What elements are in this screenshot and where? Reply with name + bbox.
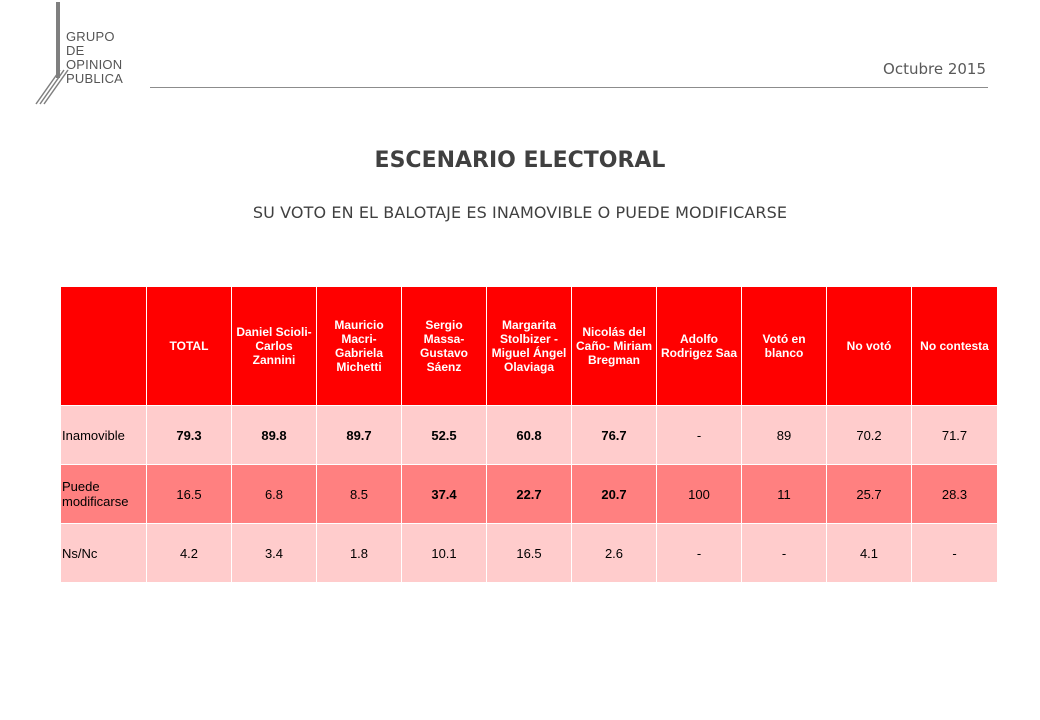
column-header: No votó — [826, 286, 912, 406]
table-cell: 89 — [741, 405, 827, 465]
table-cell: 52.5 — [401, 405, 487, 465]
column-header: Adolfo Rodrigez Saa — [656, 286, 742, 406]
table-cell: 2.6 — [571, 523, 657, 583]
table-cell: - — [911, 523, 998, 583]
logo-line: GRUPO — [66, 29, 115, 44]
table-cell: 100 — [656, 464, 742, 524]
table-cell: - — [741, 523, 827, 583]
table-cell: 4.2 — [146, 523, 232, 583]
column-header: Daniel Scioli- Carlos Zannini — [231, 286, 317, 406]
logo-line: OPINION — [66, 57, 123, 72]
table-cell: 70.2 — [826, 405, 912, 465]
column-header: Mauricio Macri- Gabriela Michetti — [316, 286, 402, 406]
logo-text: GRUPO DE OPINION PUBLICA — [66, 30, 123, 86]
table-cell: 60.8 — [486, 405, 572, 465]
table-cell: 3.4 — [231, 523, 317, 583]
results-table: TOTAL Daniel Scioli- Carlos Zannini Maur… — [60, 286, 998, 583]
logo-line: DE — [66, 43, 85, 58]
column-header: Nicolás del Caño- Miriam Bregman — [571, 286, 657, 406]
row-label: Inamovible — [60, 405, 147, 465]
row-label: Puede modificarse — [60, 464, 147, 524]
table-cell: - — [656, 405, 742, 465]
column-header: Margarita Stolbizer - Miguel Ángel Olavi… — [486, 286, 572, 406]
logo-line: PUBLICA — [66, 71, 124, 86]
table-cell: 89.8 — [231, 405, 317, 465]
grupo-opinion-publica-logo — [35, 2, 69, 105]
table-header-row: TOTAL Daniel Scioli- Carlos Zannini Maur… — [60, 286, 998, 406]
column-header: TOTAL — [146, 286, 232, 406]
column-header: Sergio Massa- Gustavo Sáenz — [401, 286, 487, 406]
page-title: ESCENARIO ELECTORAL — [374, 148, 666, 173]
table-cell: 28.3 — [911, 464, 998, 524]
table-cell: - — [656, 523, 742, 583]
table-cell: 1.8 — [316, 523, 402, 583]
table-cell: 16.5 — [146, 464, 232, 524]
page-subtitle: SU VOTO EN EL BALOTAJE ES INAMOVIBLE O P… — [252, 203, 788, 222]
table-cell: 25.7 — [826, 464, 912, 524]
table-cell: 4.1 — [826, 523, 912, 583]
table-row: Ns/Nc 4.2 3.4 1.8 10.1 16.5 2.6 - - 4.1 … — [60, 523, 998, 583]
table-cell: 37.4 — [401, 464, 487, 524]
table-cell: 8.5 — [316, 464, 402, 524]
table-cell: 10.1 — [401, 523, 487, 583]
table-cell: 79.3 — [146, 405, 232, 465]
table-cell: 71.7 — [911, 405, 998, 465]
table-cell: 89.7 — [316, 405, 402, 465]
column-header: Votó en blanco — [741, 286, 827, 406]
column-header: No contesta — [911, 286, 998, 406]
column-header — [60, 286, 147, 406]
table-cell: 11 — [741, 464, 827, 524]
table-cell: 6.8 — [231, 464, 317, 524]
report-date: Octubre 2015 — [883, 60, 986, 78]
table-cell: 22.7 — [486, 464, 572, 524]
row-label: Ns/Nc — [60, 523, 147, 583]
table-cell: 16.5 — [486, 523, 572, 583]
table-cell: 20.7 — [571, 464, 657, 524]
table-row: Inamovible 79.3 89.8 89.7 52.5 60.8 76.7… — [60, 405, 998, 465]
table-cell: 76.7 — [571, 405, 657, 465]
table-row: Puede modificarse 16.5 6.8 8.5 37.4 22.7… — [60, 464, 998, 524]
header-divider — [150, 87, 988, 88]
